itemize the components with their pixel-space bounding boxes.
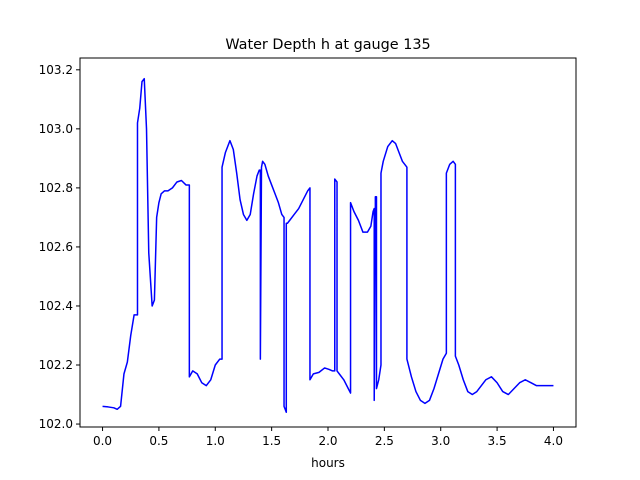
- plot-area: [102, 77, 554, 413]
- x-tick-label: 2.5: [375, 434, 394, 448]
- y-tick-label: 102.6: [39, 240, 73, 254]
- y-tick-label: 103.2: [39, 63, 73, 77]
- x-tick-label: 4.0: [544, 434, 563, 448]
- y-tick-label: 102.2: [39, 358, 73, 372]
- x-tick-label: 0.0: [93, 434, 112, 448]
- x-tick-label: 1.0: [206, 434, 225, 448]
- y-tick-label: 102.0: [39, 417, 73, 431]
- chart-title: Water Depth h at gauge 135: [225, 37, 430, 53]
- y-tick-label: 102.4: [39, 299, 73, 313]
- y-axis: 102.0 102.2 102.4 102.6 102.8 103.0 103.2: [39, 63, 80, 431]
- series-line: [102, 77, 554, 413]
- x-axis: 0.0 0.5 1.0 1.5 2.0 2.5 3.0 3.5 4.0: [93, 427, 563, 448]
- y-tick-label: 102.8: [39, 181, 73, 195]
- x-tick-label: 2.0: [318, 434, 337, 448]
- x-tick-label: 3.0: [431, 434, 450, 448]
- x-tick-label: 3.5: [488, 434, 507, 448]
- x-axis-label: hours: [311, 456, 345, 470]
- x-tick-label: 0.5: [149, 434, 168, 448]
- y-tick-label: 103.0: [39, 122, 73, 136]
- x-tick-label: 1.5: [262, 434, 281, 448]
